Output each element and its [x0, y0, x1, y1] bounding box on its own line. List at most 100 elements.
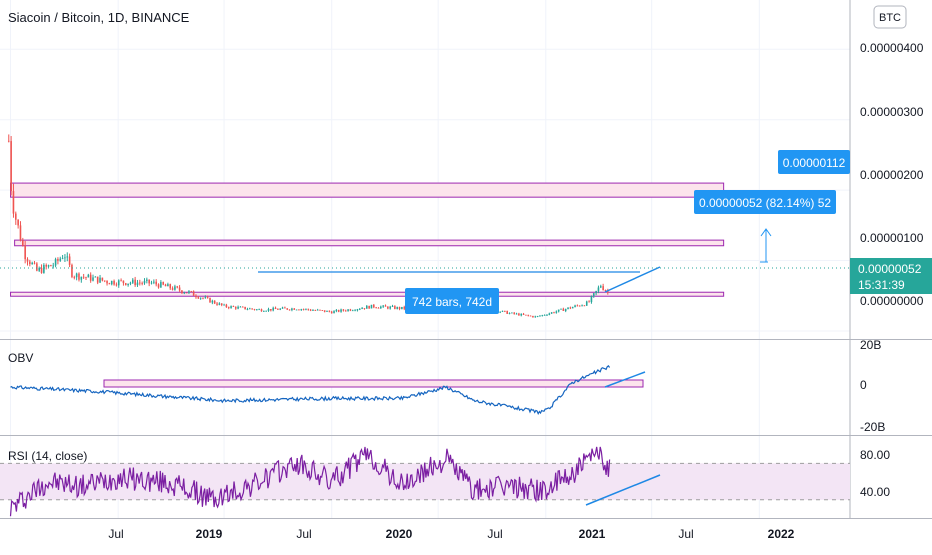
candle-body	[557, 309, 560, 312]
last-price-badge: 0.00000052 15:31:39	[850, 258, 932, 294]
rsi-trendline[interactable]	[585, 474, 661, 506]
candle-body	[356, 309, 359, 311]
candle-body	[585, 301, 588, 306]
candle-body	[546, 314, 548, 316]
time-axis[interactable]: Jul 2019 Jul 2020 Jul 2021 Jul 2022	[108, 527, 794, 541]
resistance-zone	[14, 239, 725, 247]
candle-body	[363, 308, 366, 309]
candle-body	[541, 315, 544, 316]
price-trendline[interactable]	[604, 266, 661, 293]
candle-body	[281, 307, 284, 309]
candle-body	[223, 304, 225, 306]
candle-body	[380, 306, 382, 309]
candle-body	[312, 310, 314, 312]
candle-body	[302, 309, 305, 311]
candle-body	[291, 308, 293, 311]
target-price-label[interactable]: 0.00000112	[778, 150, 850, 174]
candle-body	[511, 312, 513, 314]
candle-body	[567, 307, 569, 309]
candle-body	[24, 245, 26, 260]
candle-body	[300, 309, 303, 311]
candle-body	[220, 303, 223, 306]
candle-body	[562, 308, 565, 311]
candle-body	[12, 191, 15, 214]
candle-body	[288, 309, 291, 311]
candle-body	[564, 308, 567, 311]
candle-body	[295, 309, 298, 311]
candle-body	[26, 259, 29, 262]
candle-body	[234, 306, 237, 309]
time-tick-label: Jul	[487, 527, 502, 541]
obv-tick-label: -20B	[860, 420, 885, 434]
candle-body	[508, 313, 511, 314]
candle-body	[365, 305, 368, 309]
candle-body	[501, 310, 504, 312]
time-tick-label: Jul	[108, 527, 123, 541]
change-label-text: 0.00000052 (82.14%) 52	[699, 196, 831, 210]
candle-body	[101, 277, 104, 281]
candle-body	[150, 282, 153, 284]
candle-body	[382, 305, 384, 307]
candle-body	[31, 262, 33, 265]
candle-body	[29, 261, 31, 265]
rsi-axis[interactable]: 80.00 40.00	[860, 448, 890, 499]
candle-body	[64, 257, 66, 259]
candle-body	[595, 290, 597, 294]
candle-body	[197, 297, 200, 299]
candle-body	[267, 308, 270, 311]
obv-zone[interactable]	[103, 379, 644, 388]
price-axis[interactable]: 0.00000400 0.00000300 0.00000200 0.00000…	[860, 41, 924, 308]
candle-body	[293, 308, 296, 310]
candle-body	[248, 308, 251, 310]
obv-axis[interactable]: 20B 0 -20B	[860, 338, 885, 434]
candle-body	[398, 307, 401, 310]
candle-body	[518, 313, 520, 316]
candle-body	[136, 282, 139, 286]
candle-body	[574, 305, 576, 308]
obv-trendline[interactable]	[604, 371, 646, 388]
price-tick-label: 0.00000100	[860, 231, 924, 245]
candle-body	[178, 287, 181, 291]
resistance-zone	[10, 182, 725, 198]
candle-body	[211, 300, 214, 303]
candle-body	[319, 309, 321, 311]
candle-body	[246, 309, 249, 310]
candle-body	[513, 312, 516, 314]
candle-body	[38, 267, 40, 271]
candle-body	[108, 283, 111, 285]
rsi-tick-label: 40.00	[860, 485, 890, 499]
candle-body	[134, 279, 136, 286]
candle-body	[258, 309, 260, 311]
change-label[interactable]: 0.00000052 (82.14%) 52	[694, 190, 836, 214]
candle-body	[47, 265, 50, 267]
target-price-text: 0.00000112	[783, 156, 846, 170]
candle-body	[326, 310, 328, 312]
candle-body	[571, 307, 574, 309]
obv-title: OBV	[8, 351, 33, 365]
candle-body	[370, 304, 373, 309]
candle-body	[188, 291, 190, 293]
candle-body	[337, 310, 340, 312]
chart-title: Siacoin / Bitcoin, 1D, BINANCE	[8, 10, 190, 25]
currency-button[interactable]: BTC	[873, 5, 907, 29]
candle-body	[117, 280, 120, 286]
candle-body	[351, 310, 354, 312]
obv-tick-label: 0	[860, 378, 867, 392]
time-tick-label: 2021	[579, 527, 606, 541]
candle-body	[330, 311, 333, 314]
candle-body	[394, 306, 396, 309]
candle-body	[525, 314, 527, 316]
rsi-title: RSI (14, close)	[8, 449, 87, 463]
candle-body	[66, 256, 69, 258]
candle-body	[578, 305, 581, 307]
candle-body	[143, 280, 146, 284]
candle-body	[347, 309, 349, 312]
candle-body	[227, 307, 230, 309]
countdown-text: 15:31:39	[858, 278, 905, 292]
candle-body	[560, 308, 562, 310]
candle-body	[555, 311, 558, 313]
candle-body	[279, 308, 282, 310]
bars-label[interactable]: 742 bars, 742d	[405, 288, 499, 314]
